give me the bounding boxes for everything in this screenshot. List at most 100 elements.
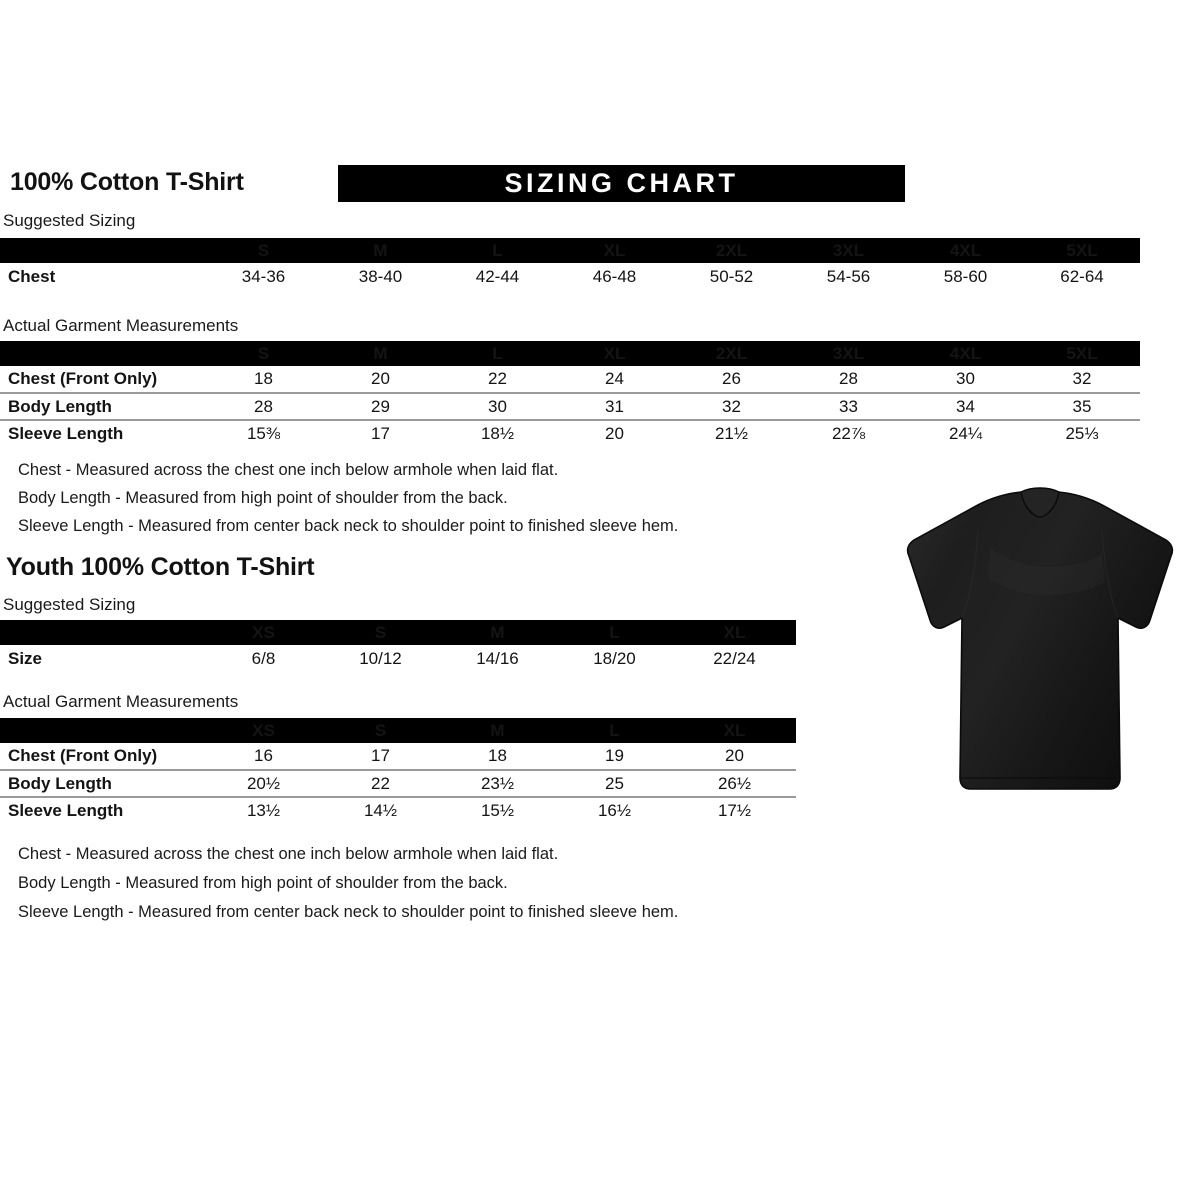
youth-note-chest: Chest - Measured across the chest one in… [18, 845, 559, 863]
cell-value: 15½ [439, 796, 556, 824]
header-size-cell: 2XL [715, 344, 748, 363]
cell-value: 20 [556, 419, 673, 447]
youth-suggested-sizing-table: XS S M L XL Size 6/8 10/12 14/16 18/20 2… [0, 620, 796, 672]
cell-value: 34 [907, 392, 1024, 420]
tshirt-right-sleeve-seam [1101, 529, 1119, 619]
header-size-cell: 4XL [949, 344, 982, 363]
table-header-row: XS S M L XL [0, 718, 796, 743]
tshirt-chest-highlight [988, 548, 1105, 596]
header-size-cell: XL [603, 344, 626, 363]
cell-value: 29 [322, 392, 439, 420]
cell-value: 46-48 [592, 266, 637, 286]
header-size-cell: 4XL [949, 241, 982, 260]
adult-measurements-label: Actual Garment Measurements [3, 316, 239, 335]
cell-value: 24¼ [907, 419, 1024, 447]
youth-note-body-length: Body Length - Measured from high point o… [18, 874, 508, 892]
cell-value: 35 [1024, 392, 1140, 420]
row-label: Chest (Front Only) [8, 369, 158, 388]
cell-value: 15⅜ [205, 419, 322, 447]
cell-value: 22 [488, 369, 507, 388]
header-size-cell: S [257, 344, 270, 363]
cell-value: 34-36 [241, 266, 286, 286]
cell-value: 13½ [205, 796, 322, 824]
header-size-cell: L [609, 721, 620, 740]
table-header-row: XS S M L XL [0, 620, 796, 645]
table-row: Chest 34-36 38-40 42-44 46-48 50-52 54-5… [0, 263, 1140, 290]
cell-value: 26 [722, 369, 741, 388]
cell-value: 58-60 [943, 266, 988, 286]
header-size-cell: S [374, 721, 387, 740]
header-size-cell: L [492, 241, 503, 260]
cell-value: 6/8 [251, 648, 276, 668]
adult-suggested-sizing-label: Suggested Sizing [3, 211, 136, 230]
header-blank-cell [0, 238, 205, 263]
cell-value: 38-40 [358, 266, 403, 286]
header-size-cell: S [374, 623, 387, 642]
youth-measurements-label: Actual Garment Measurements [3, 692, 239, 711]
cell-value: 16 [254, 746, 273, 765]
table-row: Size 6/8 10/12 14/16 18/20 22/24 [0, 645, 796, 672]
cell-value: 23½ [439, 769, 556, 797]
header-size-cell: XL [723, 721, 746, 740]
row-label: Size [8, 648, 43, 668]
adult-section-heading: 100% Cotton T-Shirt [10, 168, 244, 196]
row-label: Sleeve Length [0, 419, 205, 447]
cell-value: 22/24 [713, 648, 756, 668]
cell-value: 22⅞ [790, 419, 907, 447]
cell-value: 17 [371, 746, 390, 765]
cell-value: 30 [956, 369, 975, 388]
header-size-cell: 3XL [832, 241, 865, 260]
cell-value: 21½ [673, 419, 790, 447]
cell-value: 50-52 [709, 266, 754, 286]
cell-value: 18/20 [593, 648, 636, 668]
cell-value: 20 [371, 369, 390, 388]
header-size-cell: XS [252, 721, 275, 740]
cell-value: 42-44 [475, 266, 520, 286]
header-size-cell: 3XL [832, 344, 865, 363]
header-size-cell: XL [603, 241, 626, 260]
youth-section-heading: Youth 100% Cotton T-Shirt [6, 553, 315, 581]
cell-value: 17 [322, 419, 439, 447]
adult-note-chest: Chest - Measured across the chest one in… [18, 461, 559, 479]
cell-value: 26½ [673, 769, 796, 797]
header-size-cell: L [609, 623, 620, 642]
cell-value: 28 [205, 392, 322, 420]
cell-value: 25⅓ [1024, 419, 1140, 447]
cell-value: 20½ [205, 769, 322, 797]
header-size-cell: M [490, 623, 505, 642]
cell-value: 18½ [439, 419, 556, 447]
cell-value: 14/16 [476, 648, 519, 668]
cell-value: 25 [556, 769, 673, 797]
cell-value: 62-64 [1060, 266, 1104, 286]
cell-value: 17½ [673, 796, 796, 824]
cell-value: 32 [673, 392, 790, 420]
sizing-chart-banner-label: SIZING CHART [504, 168, 739, 198]
header-size-cell: 2XL [715, 241, 748, 260]
tshirt-illustration-svg [906, 487, 1174, 790]
cell-value: 10/12 [359, 648, 402, 668]
row-label: Chest [8, 266, 56, 286]
cell-value: 14½ [322, 796, 439, 824]
header-size-cell: L [492, 344, 503, 363]
sizing-chart-banner: SIZING CHART [338, 165, 905, 202]
adult-measurements-table: S M L XL 2XL 3XL 4XL 5XL Chest (Front On… [0, 341, 1140, 447]
tshirt-collar [1020, 487, 1060, 518]
cell-value: 28 [839, 369, 858, 388]
tshirt-left-sleeve-seam [961, 529, 979, 619]
row-label: Chest (Front Only) [8, 746, 158, 765]
row-label: Sleeve Length [0, 796, 205, 824]
cell-value: 32 [1072, 369, 1092, 388]
header-size-cell: 5XL [1066, 344, 1098, 363]
cell-value: 30 [439, 392, 556, 420]
header-size-cell: XS [252, 623, 275, 642]
adult-suggested-sizing-table: S M L XL 2XL 3XL 4XL 5XL Chest 34-36 38-… [0, 238, 1140, 290]
header-size-cell: 5XL [1066, 241, 1098, 260]
row-label: Body Length [0, 392, 205, 420]
youth-suggested-sizing-label: Suggested Sizing [3, 595, 136, 614]
header-size-cell: M [373, 344, 388, 363]
cell-value: 31 [556, 392, 673, 420]
cell-value: 16½ [556, 796, 673, 824]
cell-value: 24 [605, 369, 624, 388]
header-blank-cell [0, 341, 205, 366]
cell-value: 54-56 [826, 266, 871, 286]
